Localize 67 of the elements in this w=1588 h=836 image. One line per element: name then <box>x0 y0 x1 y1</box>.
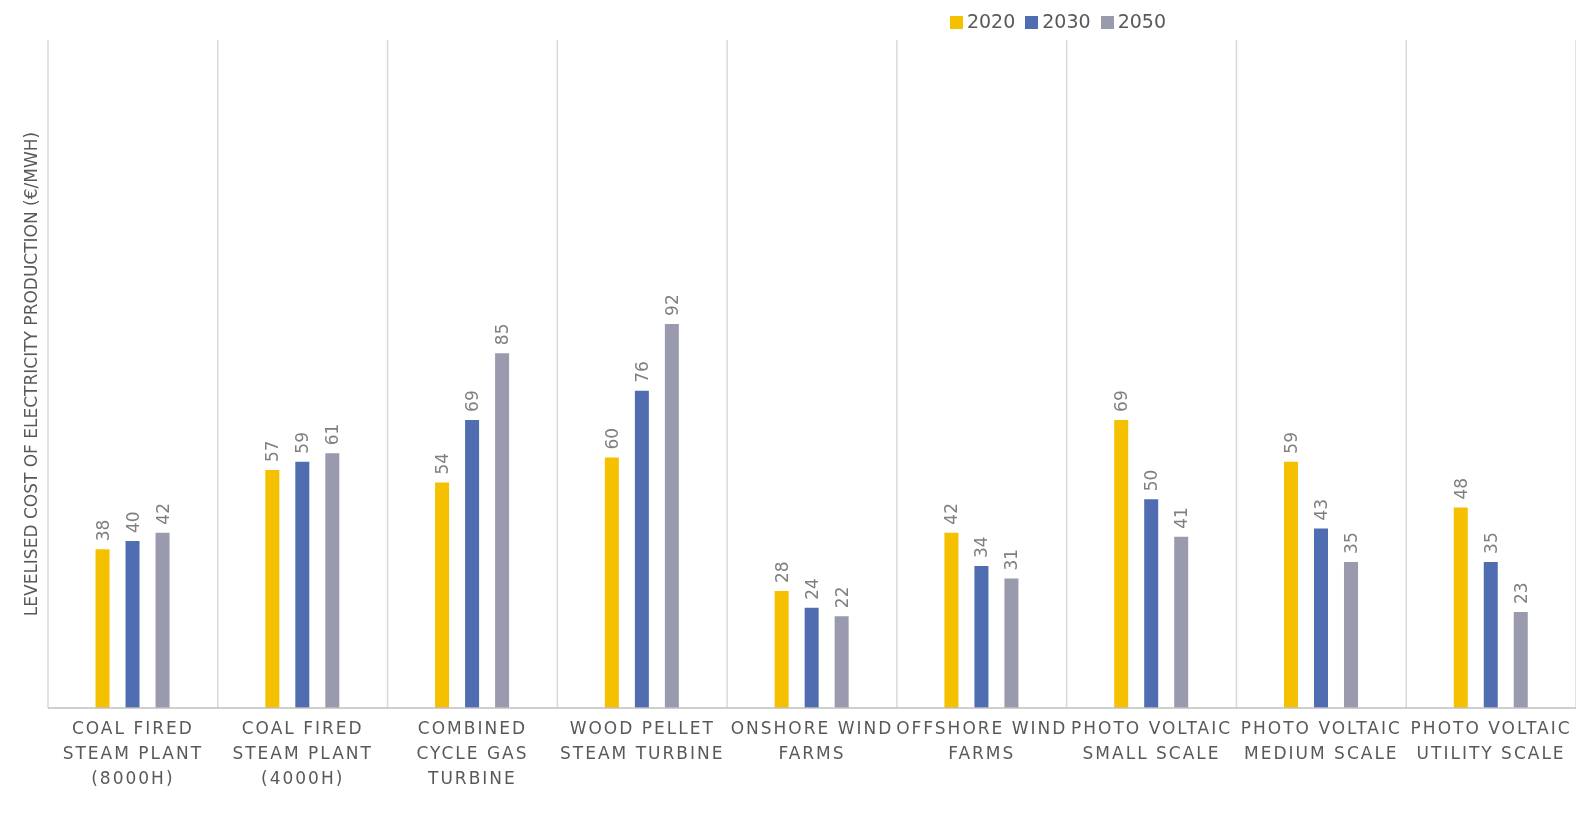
data-label: 48 <box>1450 477 1471 500</box>
bar <box>1174 536 1189 708</box>
data-label: 41 <box>1171 507 1192 529</box>
bar <box>944 532 959 708</box>
bar <box>465 419 480 708</box>
x-tick-label: OFFSHORE WIND FARMS <box>896 718 1068 763</box>
x-tick-label: PHOTO VOLTAIC MEDIUM SCALE <box>1240 718 1402 763</box>
data-label: 50 <box>1141 469 1162 492</box>
bar <box>974 566 989 708</box>
data-label: 85 <box>492 323 513 346</box>
data-label: 69 <box>462 390 483 412</box>
data-label: 42 <box>152 503 173 525</box>
data-label: 54 <box>432 452 453 475</box>
bar <box>1513 611 1528 708</box>
data-label: 28 <box>771 561 792 584</box>
bar <box>1343 561 1358 708</box>
bar <box>1144 499 1159 708</box>
bar <box>295 461 310 708</box>
legend-label: 2030 <box>1042 10 1091 32</box>
data-label: 35 <box>1480 532 1501 554</box>
data-label: 24 <box>801 578 822 600</box>
bar <box>1483 561 1498 708</box>
x-tick-label: COMBINED CYCLE GAS TURBINE <box>416 718 529 788</box>
data-label: 69 <box>1111 390 1132 412</box>
data-label: 76 <box>631 361 652 383</box>
data-label: 92 <box>661 294 682 316</box>
bar <box>265 470 280 708</box>
data-label: 34 <box>971 536 992 559</box>
bar <box>325 453 340 708</box>
x-tick-label: WOOD PELLET STEAM TURBINE <box>560 718 725 763</box>
data-label: 40 <box>122 511 143 533</box>
y-axis-title: LEVELISED COST OF ELECTRICITY PRODUCTION (€/MWH) <box>21 131 42 617</box>
legend-label: 2050 <box>1117 10 1166 32</box>
data-label: 22 <box>831 586 852 609</box>
bar <box>1283 461 1298 708</box>
x-tick-label: ONSHORE WIND FARMS <box>730 718 894 763</box>
data-label: 23 <box>1510 582 1531 604</box>
x-tick-label: PHOTO VOLTAIC SMALL SCALE <box>1071 718 1233 763</box>
bar <box>95 549 110 708</box>
legend-label: 2020 <box>966 10 1016 32</box>
x-tick-label: PHOTO VOLTAIC UTILITY SCALE <box>1410 718 1572 763</box>
bar <box>1004 578 1019 708</box>
bar <box>125 541 140 708</box>
data-label: 35 <box>1340 532 1361 554</box>
data-label: 59 <box>1280 432 1301 454</box>
bar <box>774 591 789 708</box>
bar <box>435 482 450 708</box>
data-label: 57 <box>262 440 283 463</box>
bar <box>1313 528 1328 708</box>
x-tick-label: COAL FIRED STEAM PLANT (8000H) <box>62 718 204 788</box>
bar <box>804 607 819 708</box>
data-label: 42 <box>941 503 962 525</box>
data-label: 43 <box>1310 498 1331 521</box>
bar <box>495 353 510 708</box>
bar <box>664 323 679 708</box>
data-label: 31 <box>1001 548 1022 571</box>
bar <box>604 457 619 708</box>
bar <box>1453 507 1468 708</box>
bar <box>834 616 849 708</box>
data-label: 59 <box>292 432 313 454</box>
bar <box>1114 419 1129 708</box>
x-tick-label: COAL FIRED STEAM PLANT (4000H) <box>232 718 373 788</box>
data-label: 61 <box>322 423 343 446</box>
bar <box>155 532 170 708</box>
data-label: 38 <box>92 519 113 542</box>
bar <box>634 390 649 708</box>
data-label: 60 <box>601 427 622 450</box>
